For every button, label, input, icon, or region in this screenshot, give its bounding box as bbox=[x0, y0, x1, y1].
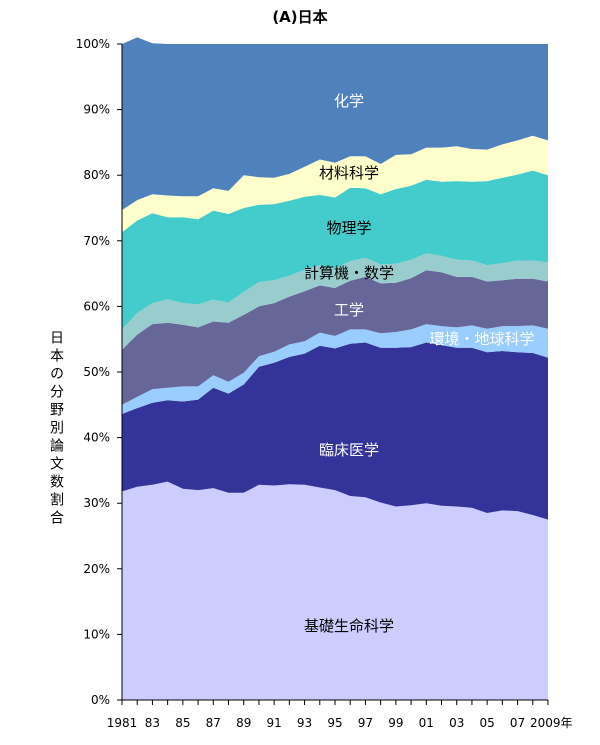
x-tick-label: 93 bbox=[297, 716, 312, 730]
x-tick-label: 99 bbox=[388, 716, 403, 730]
x-tick-label: 91 bbox=[267, 716, 282, 730]
series-label-4: 計算機・数学 bbox=[304, 264, 394, 282]
y-tick-label: 50% bbox=[83, 365, 110, 379]
y-tick-label: 80% bbox=[83, 168, 110, 182]
series-label-0: 基礎生命科学 bbox=[304, 617, 394, 635]
x-tick-label: 89 bbox=[236, 716, 251, 730]
y-tick-label: 60% bbox=[83, 299, 110, 313]
y-tick-label: 10% bbox=[83, 627, 110, 641]
area-series-4 bbox=[122, 253, 548, 350]
series-label-1: 臨床医学 bbox=[319, 441, 379, 459]
series-label-5: 物理学 bbox=[326, 219, 371, 237]
area-series-7 bbox=[122, 37, 548, 211]
y-tick-label: 90% bbox=[83, 103, 110, 117]
y-tick-label: 100% bbox=[76, 37, 110, 51]
y-tick-label: 20% bbox=[83, 562, 110, 576]
area-series-5 bbox=[122, 170, 548, 330]
x-tick-label: 2009年 bbox=[530, 716, 573, 730]
x-tick-label: 03 bbox=[449, 716, 464, 730]
y-axis-label: 日本の分野別論文数割合 bbox=[48, 330, 64, 528]
y-tick-label: 0% bbox=[91, 693, 110, 707]
x-tick-label: 83 bbox=[145, 716, 160, 730]
x-tick-label: 95 bbox=[327, 716, 342, 730]
series-label-7: 化学 bbox=[334, 92, 364, 110]
area-series-2 bbox=[122, 324, 548, 414]
area-series-3 bbox=[122, 270, 548, 405]
y-tick-label: 40% bbox=[83, 431, 110, 445]
area-series-1 bbox=[122, 342, 548, 520]
series-label-3: 工学 bbox=[334, 301, 364, 319]
area-series-6 bbox=[122, 135, 548, 233]
x-tick-label: 97 bbox=[358, 716, 373, 730]
x-tick-label: 07 bbox=[510, 716, 525, 730]
x-tick-label: 85 bbox=[175, 716, 190, 730]
area-series-0 bbox=[122, 481, 548, 700]
y-tick-label: 30% bbox=[83, 496, 110, 510]
x-tick-label: 87 bbox=[206, 716, 221, 730]
chart-title: (A)日本 bbox=[272, 8, 328, 26]
series-label-2: 環境・地球科学 bbox=[429, 330, 534, 348]
x-tick-label: 1981 bbox=[107, 716, 138, 730]
x-tick-label: 01 bbox=[419, 716, 434, 730]
y-tick-label: 70% bbox=[83, 234, 110, 248]
x-tick-label: 05 bbox=[480, 716, 495, 730]
series-label-6: 材料科学 bbox=[319, 164, 379, 182]
